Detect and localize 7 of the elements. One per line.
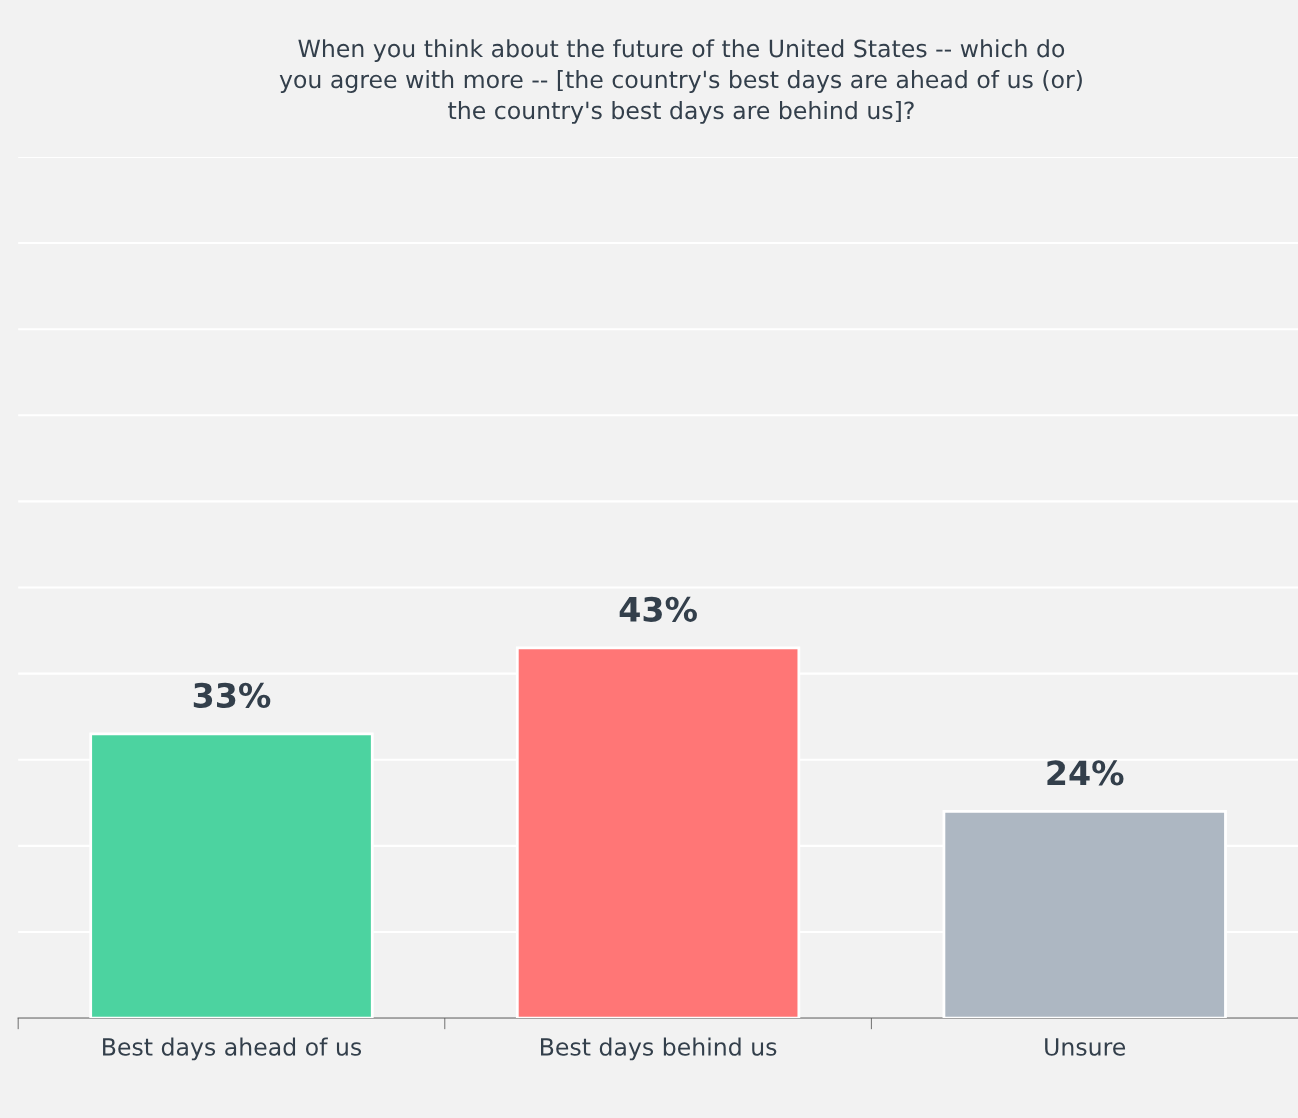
data-label: 43% xyxy=(619,596,697,622)
x-tick-label: Best days ahead of us xyxy=(103,1037,362,1061)
chart-title: When you think about the future of the United States -- which do you agree with more -- [the country's best days are ahead of us (or) the country's best days are behind us]? xyxy=(279,39,1082,124)
data-label: 33% xyxy=(193,682,271,708)
x-tick-label: Unsure xyxy=(1045,1038,1126,1056)
x-tick-label: Best days behind us xyxy=(541,1037,777,1061)
data-label: 24% xyxy=(1047,760,1124,786)
